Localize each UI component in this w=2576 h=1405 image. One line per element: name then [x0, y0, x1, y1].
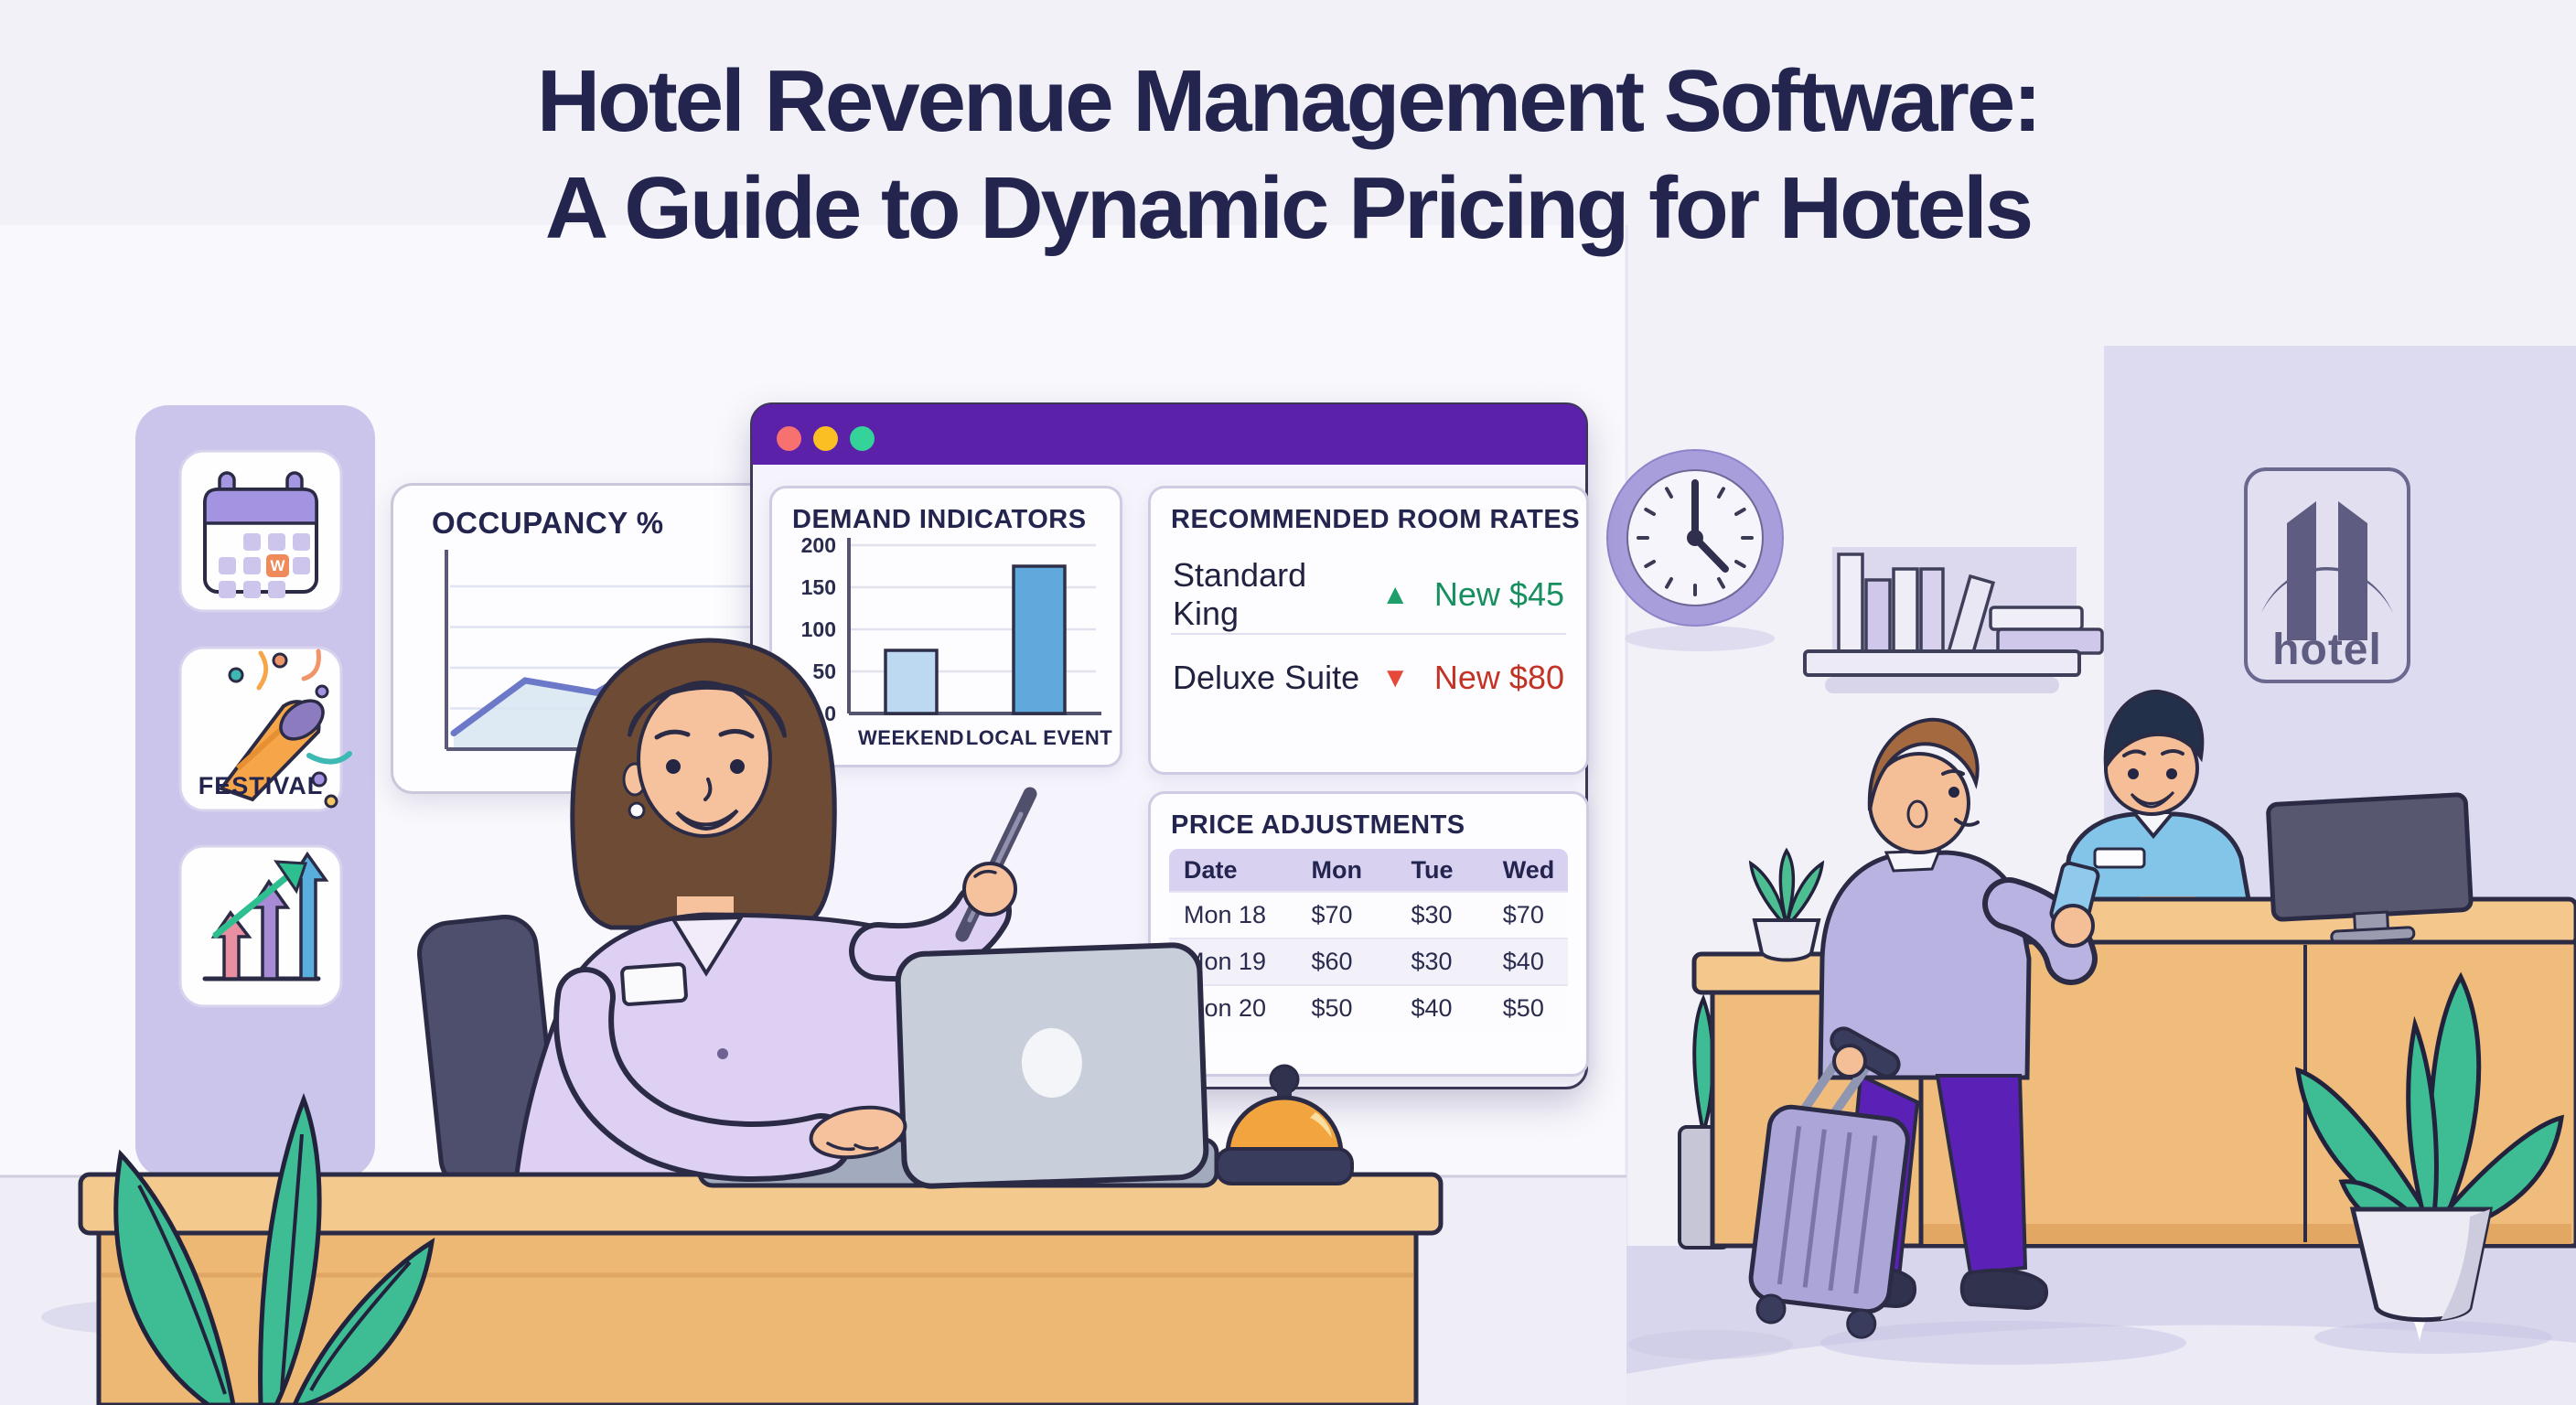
new-rate: New $80 — [1433, 659, 1564, 696]
shadow-guest — [1820, 1321, 2186, 1365]
price-cell: $40 — [1487, 938, 1568, 985]
trend-up-icon: ▲ — [1380, 578, 1410, 610]
succulent-plant — [1748, 847, 1825, 962]
shadow-suitcase — [1628, 1330, 1793, 1359]
new-rate: New $45 — [1433, 575, 1564, 613]
room-name: Deluxe Suite — [1173, 659, 1360, 696]
column-header-tue: Tue — [1396, 849, 1488, 892]
table-header-row: Date Mon Tue Wed — [1169, 849, 1568, 892]
laptop-logo-icon — [1021, 1028, 1082, 1098]
price-cell: $70 — [1296, 891, 1397, 938]
potted-plant-right — [2294, 971, 2565, 1323]
indicator-sidebar: W FESTIVAL — [135, 405, 375, 1178]
bar-weekend — [884, 649, 939, 715]
rates-card-title: RECOMMENDED ROOM RATES — [1171, 505, 1581, 534]
y-tick-label: 0 — [824, 702, 836, 725]
window-titlebar — [752, 404, 1586, 465]
price-cell: $30 — [1396, 891, 1488, 938]
growth-arrows-icon — [178, 844, 343, 1008]
price-card-title: PRICE ADJUSTMENTS — [1171, 810, 1465, 840]
price-adjustments-table: Date Mon Tue Wed Mon 18 $70 $30 $70 Mon 19 $60 $3… — [1169, 849, 1568, 1031]
table-row: Mon 19 $60 $30 $40 — [1169, 938, 1568, 985]
window-control-close-icon — [777, 426, 801, 451]
trend-down-icon: ▼ — [1380, 661, 1410, 693]
price-cell: $50 — [1487, 984, 1568, 1031]
typing-arm — [553, 967, 907, 1182]
book-shelf — [1803, 547, 2104, 693]
occupancy-card-title: OCCUPANCY % — [432, 506, 664, 540]
y-tick-label: 50 — [812, 660, 836, 683]
name-badge — [620, 962, 688, 1006]
price-cell: Mon 18 — [1169, 891, 1297, 938]
window-control-minimize-icon — [813, 426, 838, 451]
price-cell: $70 — [1487, 891, 1568, 938]
suitcase — [1748, 1026, 1910, 1339]
price-cell: $40 — [1396, 984, 1488, 1031]
price-adjustments-card: PRICE ADJUSTMENTS Date Mon Tue Wed Mon 18 $7… — [1148, 791, 1589, 1077]
hand — [809, 1105, 907, 1160]
page-title: Hotel Revenue Management Software: A Gui… — [0, 48, 2576, 262]
rate-row-deluxe-suite: Deluxe Suite ▼ New $80 — [1173, 659, 1564, 697]
page-title-line2: A Guide to Dynamic Pricing for Hotels — [544, 159, 2034, 258]
service-bell — [1215, 1064, 1354, 1185]
book — [1837, 552, 1864, 653]
demand-bar-chart: 200 150 100 50 0 WEEKEND LOCAL EVENT — [801, 534, 1112, 749]
hotel-logo-icon — [2261, 501, 2393, 640]
foreground-plant-left — [113, 1092, 435, 1405]
y-tick-label: 200 — [801, 534, 836, 557]
revenue-manager-illustration — [513, 638, 1037, 1185]
demand-indicators-card: DEMAND INDICATORS 200 150 100 50 0 WEEKEND LOC… — [769, 486, 1122, 767]
hotel-sign-label: hotel — [2272, 626, 2382, 674]
desktop-monitor — [2266, 792, 2474, 945]
earring — [628, 801, 646, 820]
hotel-guest-illustration — [1748, 717, 2100, 1339]
column-header-date: Date — [1169, 849, 1297, 892]
shadow-plant — [2314, 1321, 2552, 1354]
rate-row-standard-king: Standard King ▲ New $45 — [1173, 556, 1564, 633]
calendar-highlight-letter: W — [270, 557, 285, 574]
price-cell: $30 — [1396, 938, 1488, 985]
y-tick-label: 100 — [801, 617, 836, 641]
shelf-board — [1803, 649, 2081, 677]
recommended-room-rates-card: RECOMMENDED ROOM RATES Standard King ▲ N… — [1148, 486, 1589, 775]
name-tag — [2093, 847, 2146, 869]
y-tick-label: 150 — [801, 575, 836, 599]
hotel-sign: hotel — [2244, 467, 2410, 683]
price-cell: $60 — [1296, 938, 1397, 985]
table-row: Mon 18 $70 $30 $70 — [1169, 891, 1568, 938]
column-header-wed: Wed — [1487, 849, 1568, 892]
face — [637, 681, 772, 838]
page-title-line1: Hotel Revenue Management Software: — [536, 52, 2042, 150]
festival-party-popper-icon: FESTIVAL — [178, 646, 352, 812]
festival-label: FESTIVAL — [199, 772, 324, 799]
room-name: Standard King — [1173, 556, 1307, 632]
wall-clock — [1606, 449, 1784, 651]
column-header-mon: Mon — [1296, 849, 1397, 892]
bar-local-event — [1012, 564, 1067, 715]
x-category-label: LOCAL EVENT — [966, 726, 1112, 749]
calendar-weekend-icon: W — [178, 449, 343, 613]
demand-card-title: DEMAND INDICATORS — [792, 505, 1087, 534]
price-cell: $50 — [1296, 984, 1397, 1031]
divider — [1171, 633, 1566, 635]
x-category-label: WEEKEND — [858, 726, 964, 749]
window-control-zoom-icon — [850, 426, 875, 451]
shelf-shadow — [1825, 677, 2059, 693]
